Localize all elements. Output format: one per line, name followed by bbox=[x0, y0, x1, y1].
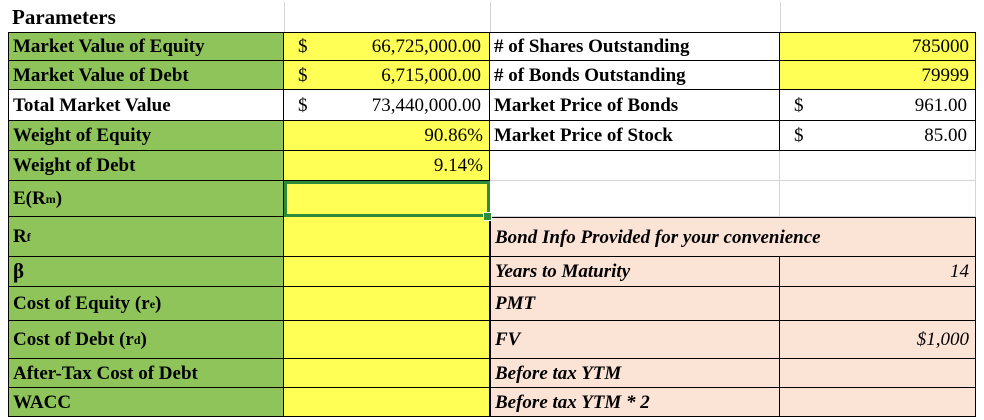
currency-symbol: $ bbox=[794, 125, 804, 146]
value-fv[interactable]: $1,000 bbox=[780, 321, 976, 359]
label-weight-debt[interactable]: Weight of Debt bbox=[8, 151, 284, 181]
cell-b1[interactable] bbox=[284, 2, 490, 32]
label-bonds-outstanding[interactable]: # of Bonds Outstanding bbox=[490, 61, 780, 90]
value-before-tax-ytm-x2[interactable] bbox=[780, 388, 976, 417]
input-cost-of-debt[interactable] bbox=[284, 321, 490, 359]
label-weight-equity[interactable]: Weight of Equity bbox=[8, 121, 284, 151]
label-before-tax-ytm[interactable]: Before tax YTM bbox=[490, 359, 780, 388]
value-market-value-debt[interactable]: $6,715,000.00 bbox=[284, 61, 490, 90]
label-cost-of-equity[interactable]: Cost of Equity (r e) bbox=[8, 287, 284, 321]
label-cost-of-debt[interactable]: Cost of Debt (r d) bbox=[8, 321, 284, 359]
label-fv[interactable]: FV bbox=[490, 321, 780, 359]
input-expected-market-return[interactable] bbox=[284, 181, 490, 217]
cell-c6[interactable] bbox=[490, 151, 780, 181]
value-before-tax-ytm[interactable] bbox=[780, 359, 976, 388]
value-market-price-stock[interactable]: $85.00 bbox=[780, 121, 976, 151]
label-shares-outstanding[interactable]: # of Shares Outstanding bbox=[490, 32, 780, 61]
label-market-value-debt[interactable]: Market Value of Debt bbox=[8, 61, 284, 90]
input-beta[interactable] bbox=[284, 257, 490, 287]
label-market-price-bonds[interactable]: Market Price of Bonds bbox=[490, 90, 780, 121]
label-market-value-equity[interactable]: Market Value of Equity bbox=[8, 32, 284, 61]
input-after-tax-cost-of-debt[interactable] bbox=[284, 359, 490, 388]
label-after-tax-cost-of-debt[interactable]: After-Tax Cost of Debt bbox=[8, 359, 284, 388]
value-bonds-outstanding[interactable]: 79999 bbox=[780, 61, 976, 90]
input-risk-free-rate[interactable] bbox=[284, 217, 490, 257]
label-years-to-maturity[interactable]: Years to Maturity bbox=[490, 257, 780, 287]
label-total-market-value[interactable]: Total Market Value bbox=[8, 90, 284, 121]
currency-symbol: $ bbox=[298, 64, 308, 86]
label-before-tax-ytm-x2[interactable]: Before tax YTM * 2 bbox=[490, 388, 780, 417]
currency-symbol: $ bbox=[794, 94, 804, 116]
value-pmt[interactable] bbox=[780, 287, 976, 321]
input-wacc[interactable] bbox=[284, 388, 490, 417]
currency-symbol: $ bbox=[298, 94, 308, 116]
cell-d1[interactable] bbox=[780, 2, 976, 32]
value-years-to-maturity[interactable]: 14 bbox=[780, 257, 976, 287]
input-cost-of-equity[interactable] bbox=[284, 287, 490, 321]
value-weight-debt[interactable]: 9.14% bbox=[284, 151, 490, 181]
label-wacc[interactable]: WACC bbox=[8, 388, 284, 417]
sheet-title[interactable]: Parameters bbox=[12, 4, 116, 29]
value-market-price-bonds[interactable]: $961.00 bbox=[780, 90, 976, 121]
bond-info-header[interactable]: Bond Info Provided for your convenience bbox=[490, 217, 976, 257]
currency-symbol: $ bbox=[298, 36, 308, 57]
label-expected-market-return[interactable]: E(R m) bbox=[8, 181, 284, 217]
cell-d7[interactable] bbox=[780, 181, 976, 217]
cell-d6[interactable] bbox=[780, 151, 976, 181]
value-weight-equity[interactable]: 90.86% bbox=[284, 121, 490, 151]
fill-handle[interactable] bbox=[483, 212, 492, 221]
cell-c1[interactable] bbox=[490, 2, 780, 32]
value-market-value-equity[interactable]: $66,725,000.00 bbox=[284, 32, 490, 61]
label-market-price-stock[interactable]: Market Price of Stock bbox=[490, 121, 780, 151]
value-total-market-value[interactable]: $73,440,000.00 bbox=[284, 90, 490, 121]
value-shares-outstanding[interactable]: 785000 bbox=[780, 32, 976, 61]
label-pmt[interactable]: PMT bbox=[490, 287, 780, 321]
cell-c7[interactable] bbox=[490, 181, 780, 217]
label-beta[interactable]: β bbox=[8, 257, 284, 287]
